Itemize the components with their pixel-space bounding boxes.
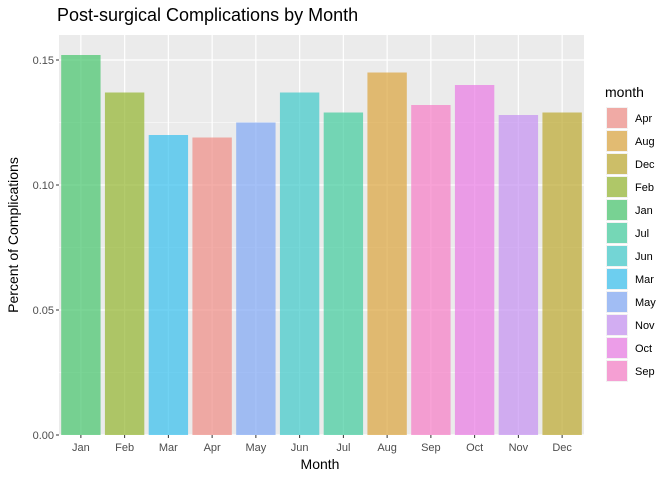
x-tick-label: Mar [159, 442, 178, 454]
legend-label: Oct [635, 343, 652, 355]
bar-aug [367, 72, 407, 435]
legend-swatch-aug [607, 131, 627, 151]
legend-swatch-sep [607, 361, 627, 381]
x-axis: Jan Feb Mar Apr May Jun Jul Aug Sep Oct Nov Dec [72, 435, 572, 454]
plot-panel [59, 35, 584, 435]
bar-nov [498, 115, 539, 435]
bar-apr [192, 137, 232, 435]
legend-label: Aug [635, 136, 655, 148]
legend-swatch-oct [607, 338, 627, 358]
x-tick-label: May [245, 442, 266, 454]
legend-title: month [605, 84, 644, 100]
legend-label: Jan [635, 205, 653, 217]
x-tick-label: Dec [552, 442, 572, 454]
bar-jun [279, 92, 320, 435]
legend-label: Sep [635, 366, 655, 378]
x-tick-label: Jan [72, 442, 90, 454]
x-tick-label: Jul [336, 442, 350, 454]
grid-minor [59, 122, 584, 373]
y-tick-label: 0.05 [33, 305, 54, 317]
x-tick-label: Aug [377, 442, 397, 454]
legend-swatch-jan [607, 200, 627, 220]
x-tick-label: Oct [466, 442, 483, 454]
legend-label: Feb [635, 182, 654, 194]
legend-label: May [635, 297, 656, 309]
legend-label: Nov [635, 320, 655, 332]
legend-swatch-nov [607, 315, 627, 335]
y-tick-label: 0.15 [33, 55, 54, 67]
x-tick-label: Nov [509, 442, 529, 454]
bar-may [236, 122, 276, 435]
bar-jan [61, 55, 101, 435]
legend-label: Apr [635, 113, 652, 125]
x-tick-label: Apr [204, 442, 221, 454]
legend-label: Dec [635, 159, 655, 171]
legend-swatch-apr [607, 108, 627, 128]
y-tick-label: 0.00 [33, 430, 54, 442]
y-axis-title: Percent of Complications [5, 157, 21, 313]
y-tick-label: 0.10 [33, 180, 54, 192]
bar-jul [323, 112, 364, 435]
legend-label: Jun [635, 251, 653, 263]
bar-dec [542, 112, 582, 435]
legend-swatch-jul [607, 223, 627, 243]
x-tick-label: Sep [421, 442, 441, 454]
x-tick-label: Jun [291, 442, 309, 454]
legend-swatch-may [607, 292, 627, 312]
chart-title: Post-surgical Complications by Month [57, 5, 358, 25]
bars [61, 55, 582, 435]
y-axis: 0.00 0.05 0.10 0.15 [33, 55, 59, 442]
bar-sep [411, 105, 451, 435]
legend-swatch-jun [607, 246, 627, 266]
legend-swatch-dec [607, 154, 627, 174]
legend: month Apr Aug Dec Feb Jan Jul Jun Mar May Nov Oct S… [605, 84, 656, 382]
bar-mar [148, 135, 189, 435]
x-tick-label: Feb [115, 442, 134, 454]
bar-feb [104, 92, 145, 435]
legend-label: Jul [635, 228, 649, 240]
legend-label: Mar [635, 274, 654, 286]
x-axis-title: Month [301, 456, 340, 472]
legend-swatch-mar [607, 269, 627, 289]
legend-swatch-feb [607, 177, 627, 197]
bar-oct [454, 85, 495, 435]
